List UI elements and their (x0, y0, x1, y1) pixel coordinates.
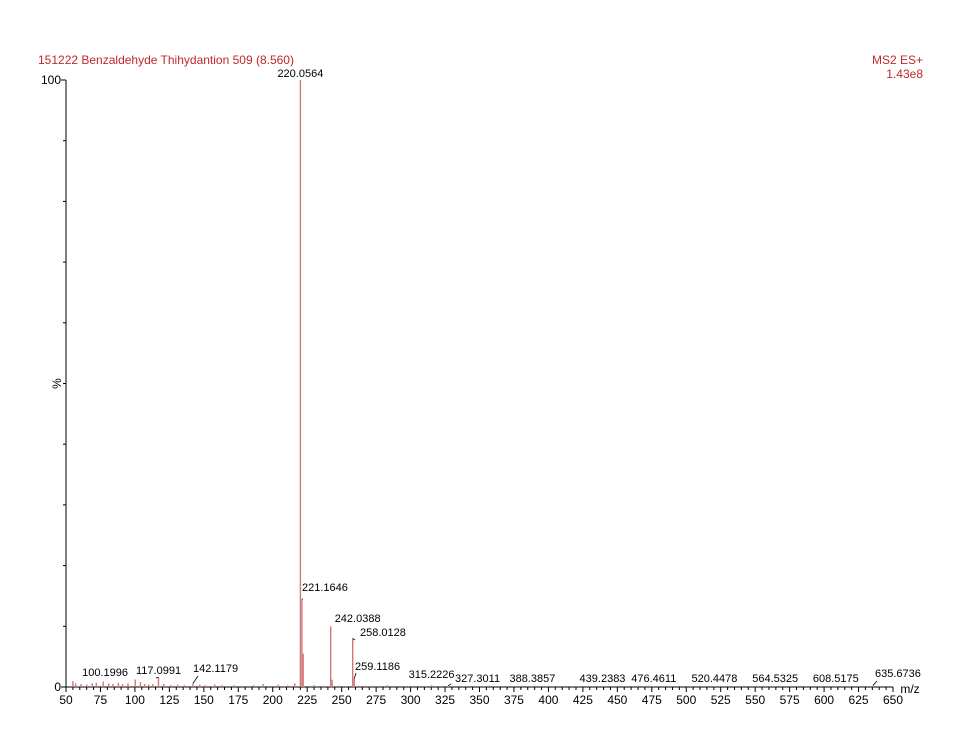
peak-label: 327.3011 (455, 673, 500, 685)
peak-label: 388.3857 (509, 673, 555, 685)
x-tick-label: 600 (814, 693, 834, 707)
peak-label-leader (192, 675, 199, 684)
peak-label: 242.0388 (335, 613, 381, 625)
x-tick-label: 150 (194, 693, 214, 707)
x-tick-label: 275 (366, 693, 386, 707)
peak-label: 476.4611 (631, 673, 676, 685)
x-tick-label: 450 (607, 693, 627, 707)
peak-label: 439.2383 (580, 673, 626, 685)
peak-label-leader (872, 680, 878, 686)
y-tick-label: 100 (41, 73, 61, 87)
x-tick-label: 500 (676, 693, 696, 707)
peak-label: 315.2226 (409, 669, 455, 681)
x-tick-label: 550 (745, 693, 765, 707)
x-tick-label: 175 (228, 693, 248, 707)
x-tick-label: 325 (435, 693, 455, 707)
peak-label-leader (352, 638, 356, 641)
peak-label: 564.5325 (752, 673, 798, 685)
x-tick-label: 225 (297, 693, 317, 707)
x-tick-label: 350 (469, 693, 489, 707)
peak-label: 520.4478 (691, 673, 737, 685)
x-tick-label: 475 (642, 693, 662, 707)
peak-label: 100.1996 (82, 667, 128, 679)
peak-label-leader (447, 683, 452, 687)
peak-label-leader (353, 672, 357, 679)
x-tick-label: 300 (401, 693, 421, 707)
x-tick-label: 625 (849, 693, 869, 707)
y-axis-label: % (50, 378, 64, 389)
x-axis-label: m/z (900, 682, 919, 696)
peak-label-leader (155, 676, 159, 679)
x-tick-label: 400 (538, 693, 558, 707)
chart-title: 151222 Benzaldehyde Thihydantion 509 (8.… (38, 53, 294, 67)
peak-label: 221.1646 (302, 582, 348, 594)
scan-mode-label: MS2 ES+ (871, 53, 923, 67)
intensity-scale-label: 1.43e8 (886, 67, 923, 81)
x-tick-label: 50 (59, 693, 73, 707)
x-tick-label: 75 (94, 693, 108, 707)
peak-label: 608.5175 (813, 673, 859, 685)
x-tick-label: 125 (159, 693, 179, 707)
y-tick-label: 0 (54, 680, 61, 694)
peak-label: 259.1186 (355, 661, 400, 673)
x-tick-label: 200 (263, 693, 283, 707)
x-tick-label: 100 (125, 693, 145, 707)
x-tick-label: 250 (332, 693, 352, 707)
peak-label: 117.0991 (136, 665, 181, 677)
x-tick-label: 375 (504, 693, 524, 707)
x-tick-label: 525 (711, 693, 731, 707)
peak-label: 220.0564 (277, 68, 323, 80)
peak-label: 258.0128 (360, 627, 406, 639)
x-tick-label: 650 (883, 693, 903, 707)
peak-label: 635.6736 (875, 668, 921, 680)
x-tick-label: 575 (780, 693, 800, 707)
peak-label: 142.1179 (193, 663, 238, 675)
x-tick-label: 425 (573, 693, 593, 707)
